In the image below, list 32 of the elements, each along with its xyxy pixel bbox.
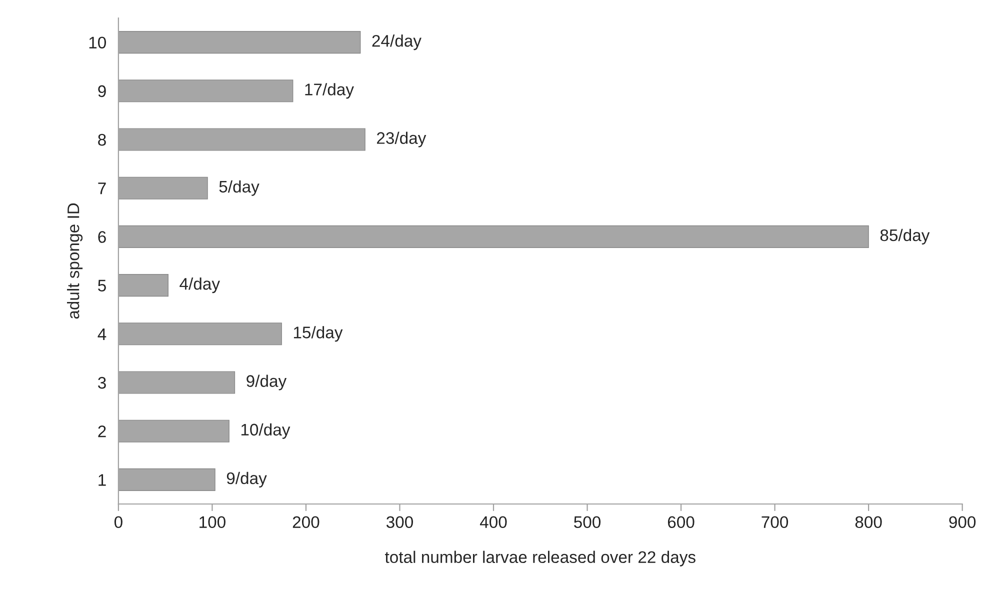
y-tick-label: 5: [98, 280, 106, 292]
annotation: 5/day: [219, 180, 260, 196]
x-tick-label: 100: [200, 516, 226, 528]
y-tick-label: 10: [89, 36, 106, 49]
x-tick-label: 200: [292, 516, 320, 528]
y-tick-label: 7: [98, 182, 106, 194]
annotation: 4/day: [180, 278, 220, 294]
annotation: 17/day: [305, 83, 354, 99]
x-axis-title: total number larvae released over 22 days: [385, 550, 696, 566]
annotation: 85/day: [880, 228, 930, 244]
x-tick-label: 800: [855, 516, 882, 528]
x-tick-label: 900: [949, 516, 976, 528]
x-tick-label: 400: [480, 516, 507, 528]
y-tick-label: 3: [98, 376, 106, 389]
x-tick-label: 700: [762, 516, 788, 528]
x-tick-label: 0: [114, 516, 122, 528]
annotation: 23/day: [376, 132, 426, 148]
y-axis-title: adult sponge ID: [67, 203, 83, 319]
x-tick-label: 500: [574, 516, 601, 528]
annotation: 9/day: [226, 472, 267, 488]
y-tick-label: 6: [98, 231, 106, 243]
annotation: 24/day: [372, 34, 422, 50]
y-tick-label: 4: [98, 328, 106, 340]
y-tick-label: 8: [98, 134, 106, 146]
x-tick-label: 600: [668, 516, 694, 528]
y-tick-label: 9: [98, 85, 106, 98]
annotation: 9/day: [246, 374, 287, 390]
y-tick-label: 2: [98, 426, 106, 438]
y-tick-label: 1: [98, 474, 106, 486]
x-tick-label: 300: [386, 516, 413, 528]
annotation: 10/day: [241, 423, 290, 439]
annotation: 15/day: [294, 326, 343, 342]
